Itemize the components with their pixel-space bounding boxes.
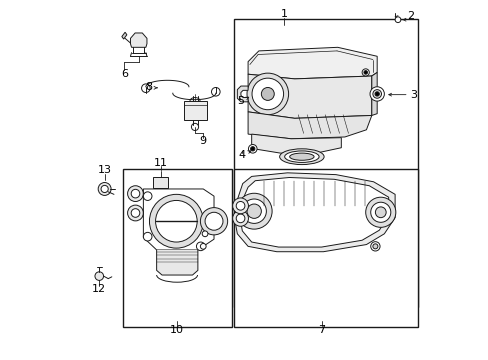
Circle shape: [131, 209, 140, 217]
Circle shape: [200, 243, 206, 249]
Text: 9: 9: [199, 136, 206, 146]
Circle shape: [101, 185, 108, 193]
Circle shape: [211, 87, 220, 96]
Circle shape: [143, 192, 152, 201]
Circle shape: [372, 90, 381, 98]
Text: 8: 8: [144, 82, 152, 92]
Circle shape: [248, 144, 257, 153]
Circle shape: [202, 231, 207, 237]
Circle shape: [191, 123, 198, 131]
Circle shape: [149, 194, 203, 248]
Circle shape: [204, 212, 223, 230]
Circle shape: [251, 78, 283, 110]
Circle shape: [362, 69, 368, 76]
Circle shape: [369, 87, 384, 101]
Circle shape: [394, 17, 400, 23]
Text: 3: 3: [409, 90, 416, 100]
Circle shape: [246, 204, 261, 219]
Circle shape: [242, 199, 266, 224]
Circle shape: [246, 73, 288, 115]
Polygon shape: [239, 177, 388, 247]
Circle shape: [363, 71, 367, 74]
Text: 2: 2: [407, 11, 414, 21]
Text: 1: 1: [280, 9, 287, 19]
Text: 4: 4: [238, 150, 245, 160]
Polygon shape: [234, 173, 394, 252]
Circle shape: [155, 201, 197, 242]
Polygon shape: [237, 86, 247, 102]
Text: 10: 10: [170, 325, 183, 335]
Circle shape: [365, 197, 395, 227]
Circle shape: [143, 232, 152, 241]
Polygon shape: [130, 33, 147, 47]
Circle shape: [370, 242, 379, 251]
Polygon shape: [247, 47, 376, 79]
Circle shape: [127, 186, 143, 202]
Polygon shape: [247, 112, 371, 139]
Text: 7: 7: [317, 325, 325, 335]
Circle shape: [95, 272, 103, 280]
Polygon shape: [371, 72, 376, 116]
Circle shape: [261, 87, 274, 100]
Circle shape: [236, 202, 244, 210]
Text: 13: 13: [98, 165, 111, 175]
Circle shape: [232, 211, 248, 226]
Bar: [122, 169, 231, 327]
Ellipse shape: [289, 153, 313, 160]
Polygon shape: [122, 32, 126, 39]
Circle shape: [236, 193, 271, 229]
Circle shape: [232, 198, 248, 214]
Circle shape: [98, 183, 111, 195]
Bar: [183, 101, 206, 120]
Circle shape: [372, 244, 377, 249]
Bar: [233, 19, 418, 307]
Polygon shape: [247, 74, 371, 118]
Circle shape: [374, 92, 379, 96]
Bar: [153, 177, 168, 188]
Text: 11: 11: [153, 158, 167, 168]
Circle shape: [370, 202, 390, 222]
Circle shape: [131, 189, 140, 198]
Circle shape: [236, 214, 244, 223]
Circle shape: [142, 84, 150, 93]
Ellipse shape: [279, 149, 324, 165]
Polygon shape: [156, 250, 198, 275]
Circle shape: [375, 207, 386, 218]
Text: 5: 5: [236, 96, 243, 106]
Ellipse shape: [284, 151, 319, 162]
Circle shape: [250, 147, 254, 151]
Bar: [233, 169, 418, 327]
Circle shape: [200, 208, 227, 235]
Polygon shape: [251, 134, 341, 153]
Circle shape: [196, 242, 204, 251]
Text: 6: 6: [121, 69, 127, 79]
Circle shape: [127, 205, 143, 221]
Text: 12: 12: [92, 284, 106, 294]
